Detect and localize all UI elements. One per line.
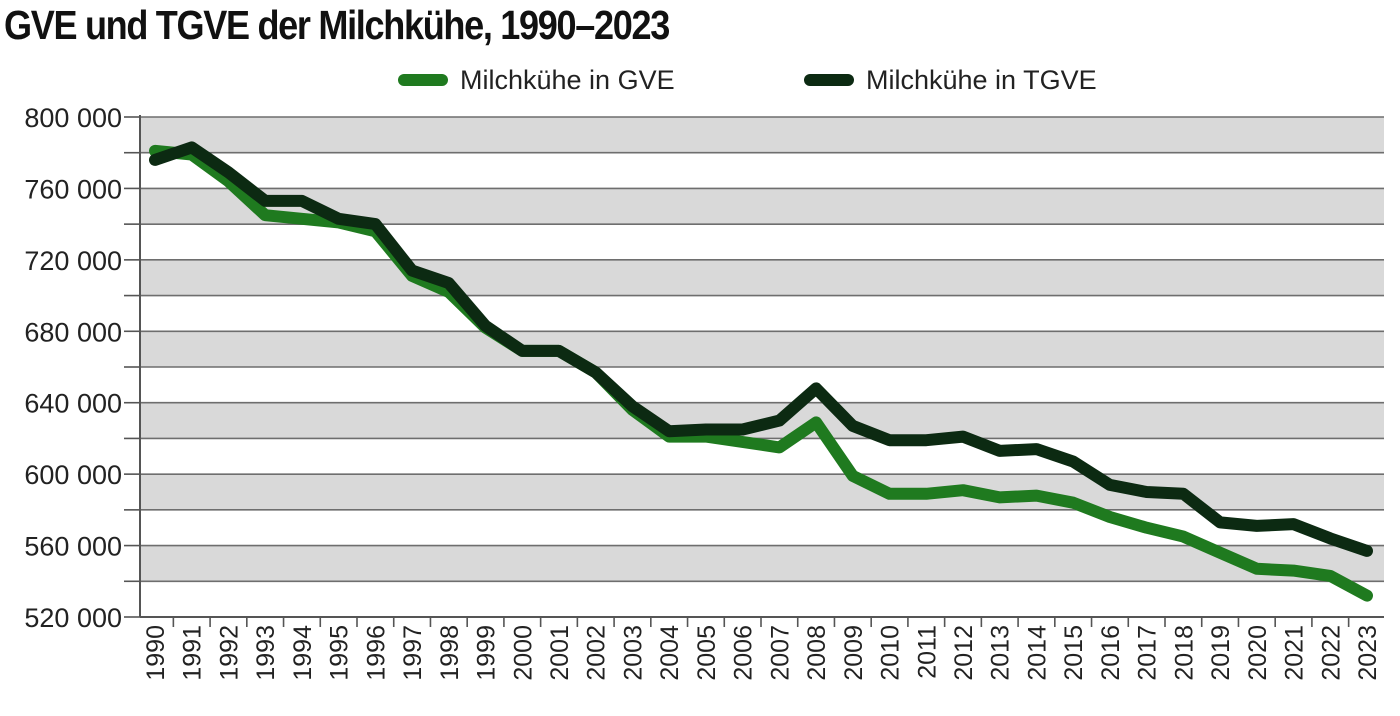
plot-band (140, 367, 1384, 403)
y-tick-label: 760 000 (24, 174, 122, 204)
x-tick-label: 2001 (546, 625, 574, 681)
x-tick-label: 1997 (399, 625, 427, 681)
x-tick-label: 1990 (142, 625, 170, 681)
series-lines (149, 141, 1373, 602)
plot-band (140, 224, 1384, 260)
x-tick-label: 1996 (362, 625, 390, 681)
legend-label-gve: Milchkühe in GVE (460, 65, 675, 95)
x-tick-label: 2006 (730, 625, 758, 681)
x-tick-label: 2010 (877, 625, 905, 681)
y-tick-label: 680 000 (24, 317, 122, 347)
x-tick-label: 2008 (803, 625, 831, 681)
plot-band (140, 259, 1384, 296)
y-tick-label: 560 000 (24, 532, 122, 562)
x-tick-label: 1991 (179, 625, 207, 681)
x-tick-label: 2000 (509, 625, 537, 681)
plot-band (140, 581, 1384, 617)
x-tick-label: 2018 (1170, 625, 1198, 681)
legend: Milchkühe in GVE Milchkühe in TGVE (398, 65, 1097, 95)
x-tick-label: 2012 (950, 625, 978, 681)
x-tick-label: 2007 (766, 625, 794, 681)
x-tick-label: 2004 (656, 625, 684, 681)
x-tick-label: 2003 (619, 625, 647, 681)
x-tick-label: 2015 (1060, 625, 1088, 681)
y-axis-ticks: 520 000 560 000 600 000 640 000 680 000 720 0… (24, 103, 140, 633)
y-tick-label: 800 000 (24, 103, 122, 133)
x-tick-label: 2023 (1354, 625, 1382, 681)
x-tick-label: 2013 (987, 625, 1015, 681)
plot-bands (140, 117, 1384, 617)
y-tick-label: 720 000 (24, 246, 122, 276)
x-tick-label: 2017 (1134, 625, 1162, 681)
series-line-tgve (149, 141, 1373, 557)
x-tick-label: 2016 (1097, 625, 1125, 681)
x-tick-label: 1993 (252, 625, 280, 681)
x-tick-label: 1992 (215, 625, 243, 681)
y-tick-label: 600 000 (24, 460, 122, 490)
chart-title: GVE und TGVE der Milchkühe, 1990–2023 (4, 2, 670, 48)
x-tick-label: 2022 (1317, 625, 1345, 681)
y-tick-label: 520 000 (24, 603, 122, 633)
x-tick-label: 2021 (1281, 625, 1309, 681)
x-tick-label: 2002 (583, 625, 611, 681)
plot-band (140, 295, 1384, 332)
plot-band (140, 545, 1384, 582)
y-tick-label: 640 000 (24, 389, 122, 419)
x-tick-label: 1999 (473, 625, 501, 681)
x-tick-label: 2011 (913, 625, 941, 679)
x-tick-label: 2009 (840, 625, 868, 681)
plot-band (140, 152, 1384, 189)
x-tick-label: 2020 (1244, 625, 1272, 681)
x-tick-label: 1994 (289, 625, 317, 681)
x-tick-label: 1995 (326, 625, 354, 681)
x-axis-ticks: 1990 1991 1992 1993 1994 1995 1996 1997 1998 1999… (142, 617, 1382, 681)
axes (139, 115, 1384, 618)
plot-band (140, 331, 1384, 367)
x-tick-label: 2019 (1207, 625, 1235, 681)
x-tick-label: 1998 (436, 625, 464, 681)
legend-label-tgve: Milchkühe in TGVE (866, 65, 1097, 95)
grid-lines (140, 116, 1384, 583)
x-tick-label: 2014 (1023, 625, 1051, 681)
plot-band (140, 117, 1384, 153)
x-tick-label: 2005 (693, 625, 721, 681)
